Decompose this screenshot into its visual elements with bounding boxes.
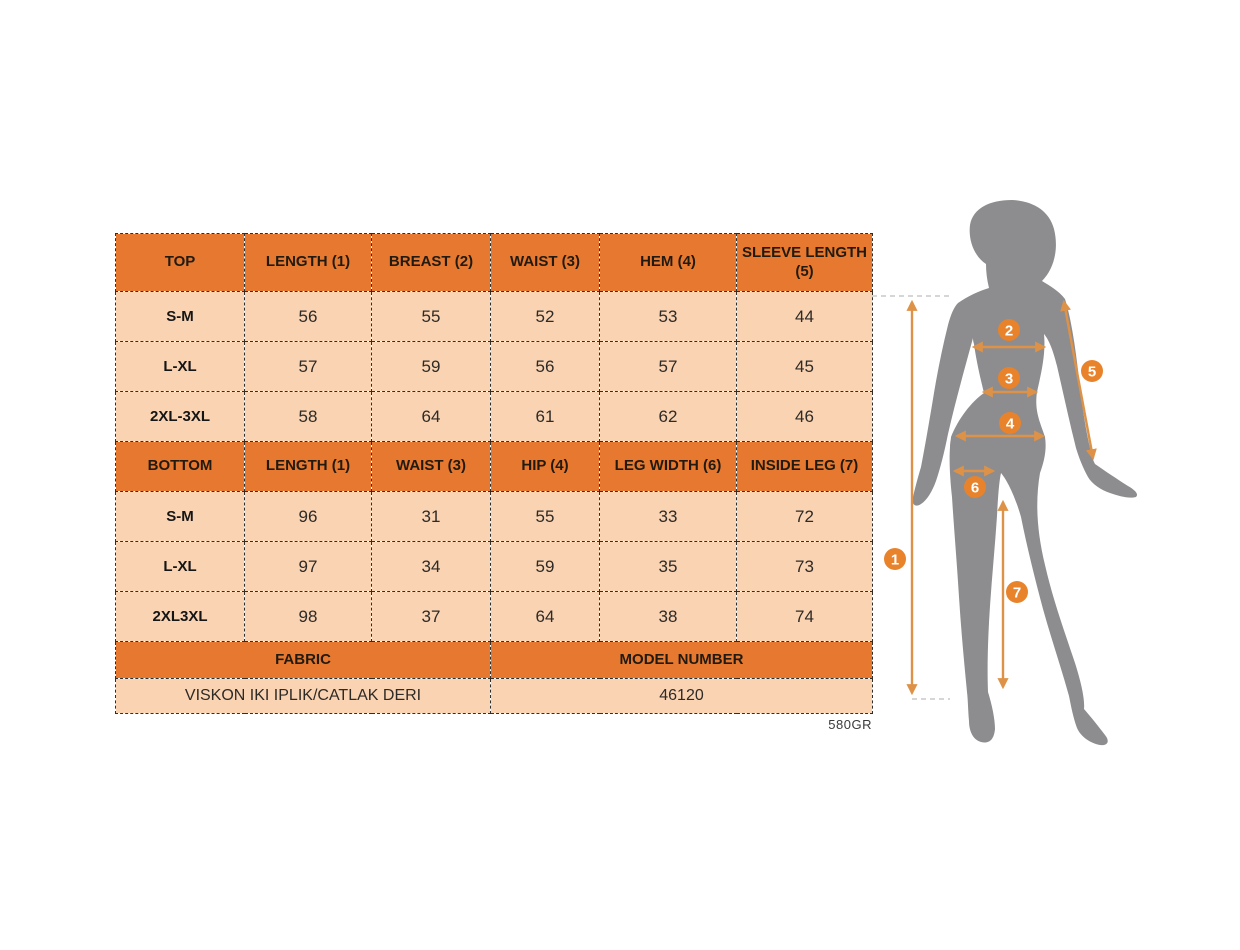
measurement-figure: 1 2 3 4 5 6 7 <box>872 200 1138 746</box>
bottom-header-row: BOTTOM LENGTH (1) WAIST (3) HIP (4) LEG … <box>115 441 873 492</box>
size-label: L-XL <box>115 541 245 592</box>
measurement-value: 34 <box>371 541 491 592</box>
measurement-arrow-5 <box>1060 299 1097 461</box>
measurement-value: 52 <box>490 291 600 342</box>
measurement-value: 62 <box>599 391 737 442</box>
measurement-marker-5 <box>1081 360 1103 382</box>
measurement-marker-6 <box>964 476 986 498</box>
marker-number-7: 7 <box>1013 585 1021 602</box>
measurement-value: 57 <box>599 341 737 392</box>
footer-value-row: VISKON IKI IPLIK/CATLAK DERI 46120 <box>115 678 873 714</box>
fabric-header: FABRIC <box>115 641 491 679</box>
measurement-value: 72 <box>736 491 873 542</box>
table-row: S-M 96 31 55 33 72 <box>115 491 873 542</box>
table-row: S-M 56 55 52 53 44 <box>115 291 873 342</box>
marker-number-4: 4 <box>1006 416 1015 433</box>
footer-header-row: FABRIC MODEL NUMBER <box>115 641 873 679</box>
model-number-value: 46120 <box>490 678 873 714</box>
col-header-waist: WAIST (3) <box>490 233 600 292</box>
col-header-sleeve-length: SLEEVE LENGTH (5) <box>736 233 873 292</box>
marker-number-3: 3 <box>1005 371 1013 388</box>
measurement-value: 97 <box>244 541 372 592</box>
table-row: 2XL-3XL 58 64 61 62 46 <box>115 391 873 442</box>
measurement-value: 58 <box>244 391 372 442</box>
size-label: 2XL-3XL <box>115 391 245 442</box>
col-header-hem: HEM (4) <box>599 233 737 292</box>
col-header-breast: BREAST (2) <box>371 233 491 292</box>
measurement-value: 56 <box>244 291 372 342</box>
measurement-value: 31 <box>371 491 491 542</box>
measurement-value: 35 <box>599 541 737 592</box>
size-label: S-M <box>115 291 245 342</box>
col-header-length: LENGTH (1) <box>244 441 372 492</box>
marker-number-6: 6 <box>971 480 979 497</box>
measurement-value: 33 <box>599 491 737 542</box>
table-row: L-XL 57 59 56 57 45 <box>115 341 873 392</box>
measurement-value: 98 <box>244 591 372 642</box>
top-header-row: TOP LENGTH (1) BREAST (2) WAIST (3) HEM … <box>115 233 873 292</box>
col-header-inside-leg: INSIDE LEG (7) <box>736 441 873 492</box>
measurement-value: 74 <box>736 591 873 642</box>
size-label: 2XL3XL <box>115 591 245 642</box>
measurement-marker-1 <box>884 548 906 570</box>
marker-number-5: 5 <box>1088 364 1096 381</box>
body-silhouette <box>912 200 1138 746</box>
measurement-marker-4 <box>999 412 1021 434</box>
measurement-value: 44 <box>736 291 873 342</box>
measurement-value: 73 <box>736 541 873 592</box>
measurement-value: 59 <box>490 541 600 592</box>
col-header-hip: HIP (4) <box>490 441 600 492</box>
marker-number-1: 1 <box>891 552 899 569</box>
col-header-length: LENGTH (1) <box>244 233 372 292</box>
col-header-bottom: BOTTOM <box>115 441 245 492</box>
measurement-value: 61 <box>490 391 600 442</box>
measurement-value: 57 <box>244 341 372 392</box>
measurement-value: 56 <box>490 341 600 392</box>
measurement-marker-7 <box>1006 581 1028 603</box>
measurement-value: 64 <box>371 391 491 442</box>
measurement-value: 55 <box>490 491 600 542</box>
size-table: TOP LENGTH (1) BREAST (2) WAIST (3) HEM … <box>115 233 873 714</box>
size-label: L-XL <box>115 341 245 392</box>
measurement-marker-2 <box>998 319 1020 341</box>
measurement-marker-3 <box>998 367 1020 389</box>
measurement-value: 45 <box>736 341 873 392</box>
measurement-value: 59 <box>371 341 491 392</box>
measurement-value: 38 <box>599 591 737 642</box>
size-label: S-M <box>115 491 245 542</box>
weight-note: 580GR <box>828 717 872 732</box>
col-header-leg-width: LEG WIDTH (6) <box>599 441 737 492</box>
col-header-waist: WAIST (3) <box>371 441 491 492</box>
marker-number-2: 2 <box>1005 323 1013 340</box>
measurement-value: 55 <box>371 291 491 342</box>
table-row: 2XL3XL 98 37 64 38 74 <box>115 591 873 642</box>
table-row: L-XL 97 34 59 35 73 <box>115 541 873 592</box>
col-header-top: TOP <box>115 233 245 292</box>
measurement-value: 96 <box>244 491 372 542</box>
fabric-value: VISKON IKI IPLIK/CATLAK DERI <box>115 678 491 714</box>
measurement-value: 64 <box>490 591 600 642</box>
model-number-header: MODEL NUMBER <box>490 641 873 679</box>
measurement-value: 53 <box>599 291 737 342</box>
measurement-value: 46 <box>736 391 873 442</box>
measurement-value: 37 <box>371 591 491 642</box>
